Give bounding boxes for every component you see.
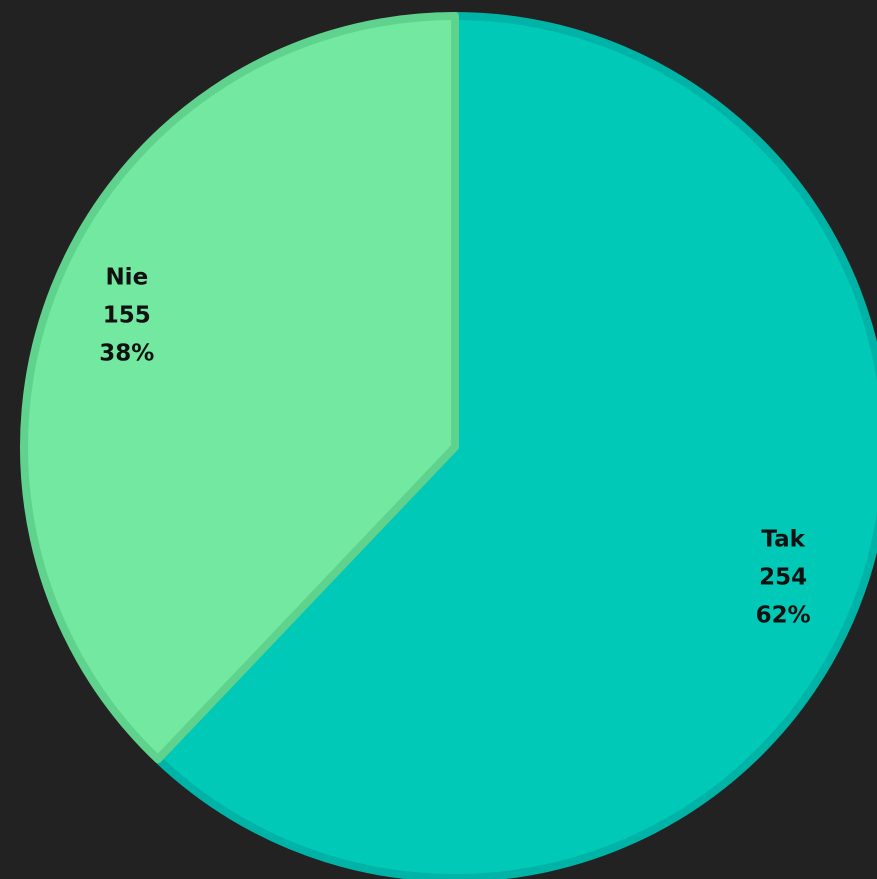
pie-slice [153,12,877,879]
slice-value: 155 [103,302,151,328]
slice-label: Nie [105,264,148,290]
slice-value: 254 [759,565,807,591]
slice-label: Tak [761,527,805,553]
slice-percent: 62% [756,603,811,629]
pie-slice [20,12,459,764]
slice-percent: 38% [99,340,154,366]
